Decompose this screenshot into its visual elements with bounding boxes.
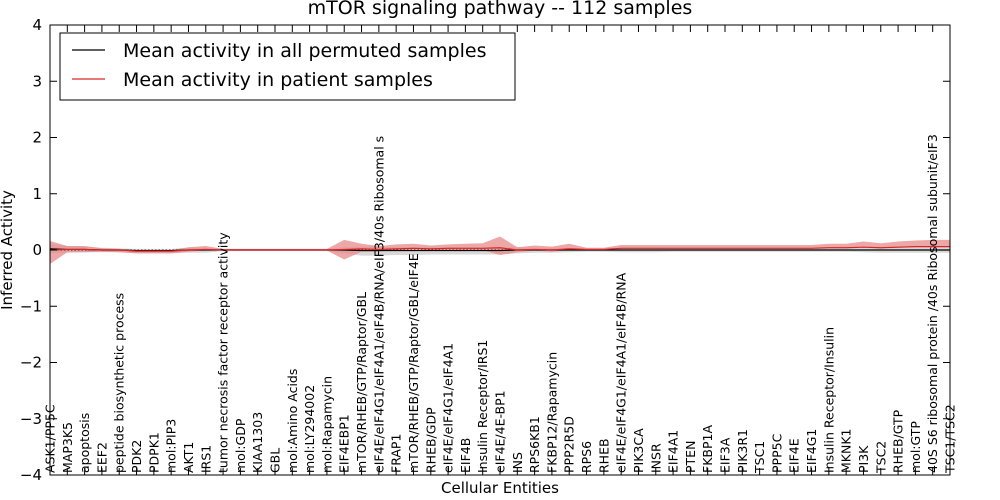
y-tick-label: 3 xyxy=(32,72,42,90)
x-tick-label: RHEB/GDP xyxy=(423,407,438,473)
x-tick-label: EEF2 xyxy=(94,442,109,473)
x-tick-label: RPS6KB1 xyxy=(527,416,542,473)
x-tick-label: FKBP12/Rapamycin xyxy=(544,352,559,473)
x-tick-label: EIF4B xyxy=(458,438,473,473)
x-tick-label: EIF3A xyxy=(718,437,733,473)
x-tick-label: RPS6 xyxy=(579,441,594,473)
x-tick-label: mol:LY294002 xyxy=(302,385,317,473)
x-tick-label: TSC1 xyxy=(752,441,767,474)
x-tick-label: mol:Rapamycin xyxy=(319,376,334,473)
x-tick-label: PDPK1 xyxy=(146,432,161,473)
y-tick-label: −3 xyxy=(20,410,42,428)
x-tick-label: mol:Amino Acids xyxy=(285,369,300,473)
x-tick-label: MAP3K5 xyxy=(60,422,75,473)
x-axis-ticks: ASK1/PP5C MAP3K5 apoptosis EEF2 peptide bios… xyxy=(43,25,958,475)
y-tick-label: 2 xyxy=(32,129,42,147)
x-tick-label: GBL xyxy=(268,448,283,473)
x-tick-label: mol:PIP3 xyxy=(164,419,179,473)
x-tick-label: PTEN xyxy=(683,441,698,473)
x-tick-label: EIF4E xyxy=(787,438,802,473)
x-tick-label: eIF4E/eIF4G1/eIF4A1/eIF4B/RNA/eIF3/40s R… xyxy=(371,136,386,473)
x-tick-label: RHEB xyxy=(596,438,611,473)
x-tick-label: TSC1/TSC2 xyxy=(943,404,958,474)
x-tick-label: AKT1 xyxy=(181,442,196,473)
legend-label-patient: Mean activity in patient samples xyxy=(123,69,433,91)
x-tick-label: EIF4A1 xyxy=(666,430,681,473)
y-tick-label: −1 xyxy=(20,297,42,315)
legend-box xyxy=(59,32,516,101)
x-tick-label: PPP5C xyxy=(769,433,784,473)
x-tick-label: mol:GTP xyxy=(908,421,923,473)
x-axis-label: Cellular Entities xyxy=(441,479,559,497)
x-tick-label: PDK2 xyxy=(129,440,144,473)
y-tick-label: −2 xyxy=(20,354,42,372)
x-tick-label: apoptosis xyxy=(77,413,92,473)
x-tick-label: eIF4E/eIF4G1/eIF4A1 xyxy=(441,343,456,473)
x-tick-label: INS xyxy=(510,452,525,473)
y-tick-label: 4 xyxy=(32,16,42,34)
x-tick-label: EIF4EBP1 xyxy=(337,414,352,473)
x-tick-label: mTOR/RHEB/GTP/Raptor/GBL/eIF4E xyxy=(406,253,421,473)
legend: Mean activity in all permuted samples Me… xyxy=(59,32,516,101)
x-tick-label: PIK3R1 xyxy=(735,429,750,473)
x-tick-label: INSR xyxy=(648,443,663,473)
x-tick-label: mol:GDP xyxy=(233,418,248,473)
x-tick-label: 40S S6 ribosomal protein /40s Ribosomal … xyxy=(925,134,940,473)
x-tick-label: ASK1/PP5C xyxy=(43,404,58,473)
x-tick-label: mTOR/RHEB/GTP/Raptor/GBL xyxy=(354,292,369,473)
x-tick-label: FRAP1 xyxy=(389,434,404,473)
x-tick-label: TSC2 xyxy=(873,441,888,474)
series-line-patient xyxy=(49,246,950,252)
x-tick-label: PIK3CA xyxy=(631,428,646,473)
x-tick-label: Insulin Receptor/Insulin xyxy=(821,327,836,473)
plot-area xyxy=(49,236,950,265)
x-tick-label: PPP2R5D xyxy=(562,416,577,473)
x-tick-label: FKBP1A xyxy=(700,425,715,473)
x-tick-label: tumor necrosis factor receptor activity xyxy=(216,232,231,473)
y-tick-label: −4 xyxy=(20,466,42,484)
x-tick-label: eIF4E/eIF4G1/eIF4A1/eIF4B/RNA xyxy=(614,272,629,473)
y-tick-label: 1 xyxy=(32,185,42,203)
x-tick-label: eIF4E/4E-BP1 xyxy=(493,390,508,473)
y-axis-ticks: −4 −3 −2 −1 0 1 2 3 4 xyxy=(20,16,950,484)
x-tick-label: Insulin Receptor/IRS1 xyxy=(475,340,490,473)
x-tick-label: IRS1 xyxy=(198,445,213,473)
x-tick-label: peptide biosynthetic process xyxy=(112,293,127,473)
x-tick-label: RHEB/GTP xyxy=(891,409,906,473)
x-tick-label: MKNK1 xyxy=(839,429,854,473)
legend-label-permuted: Mean activity in all permuted samples xyxy=(123,40,486,62)
y-tick-label: 0 xyxy=(32,241,42,259)
chart-title: mTOR signaling pathway -- 112 samples xyxy=(308,0,693,19)
x-tick-label: KIAA1303 xyxy=(250,412,265,473)
x-tick-label: PI3K xyxy=(856,445,871,473)
x-tick-label: EIF4G1 xyxy=(804,429,819,473)
y-axis-label: Inferred Activity xyxy=(0,190,16,310)
